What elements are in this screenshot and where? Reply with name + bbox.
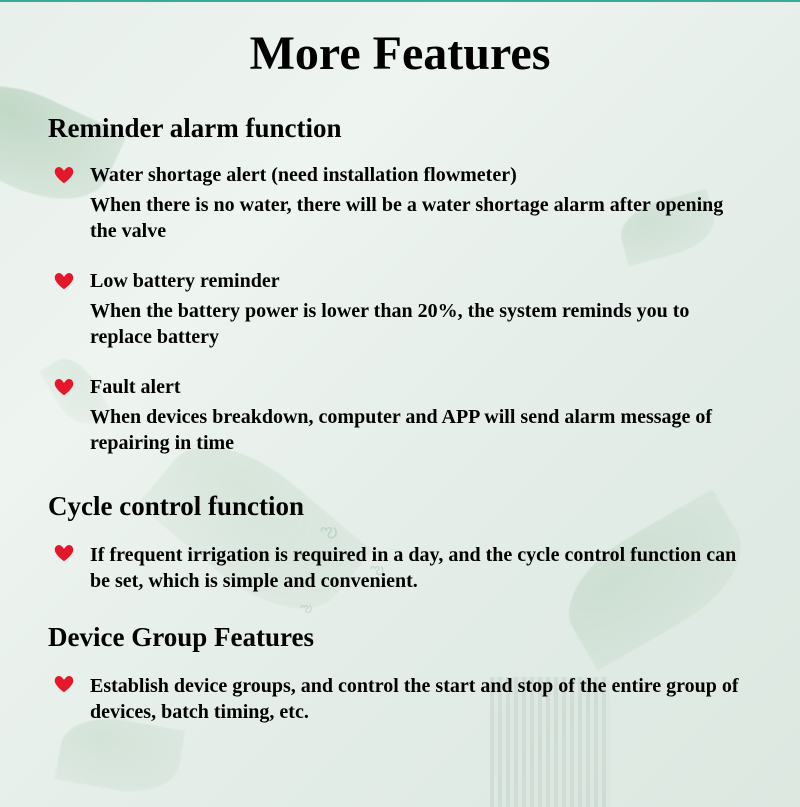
feature-title: Low battery reminder [90,270,752,293]
page-title: More Features [48,26,752,81]
section-heading-reminder: Reminder alarm function [48,113,752,144]
heart-icon [54,272,74,295]
heart-icon [54,675,74,698]
feature-title: Fault alert [90,376,752,399]
feature-text: Establish device groups, and control the… [90,673,752,725]
heart-icon [54,378,74,401]
heart-icon [54,544,74,567]
section-heading-device-group: Device Group Features [48,622,752,653]
feature-text: If frequent irrigation is required in a … [90,542,752,594]
feature-item: Establish device groups, and control the… [48,673,752,725]
page-content: More Features Reminder alarm function Wa… [0,0,800,725]
feature-title: Water shortage alert (need installation … [90,164,752,187]
feature-item: If frequent irrigation is required in a … [48,542,752,594]
feature-item: Low battery reminder When the battery po… [48,270,752,368]
feature-description: When devices breakdown, computer and APP… [90,405,752,456]
feature-item: Fault alert When devices breakdown, comp… [48,376,752,474]
feature-description: When the battery power is lower than 20%… [90,299,752,350]
section-heading-cycle: Cycle control function [48,491,752,522]
heart-icon [54,166,74,189]
feature-description: When there is no water, there will be a … [90,193,752,244]
feature-item: Water shortage alert (need installation … [48,164,752,262]
